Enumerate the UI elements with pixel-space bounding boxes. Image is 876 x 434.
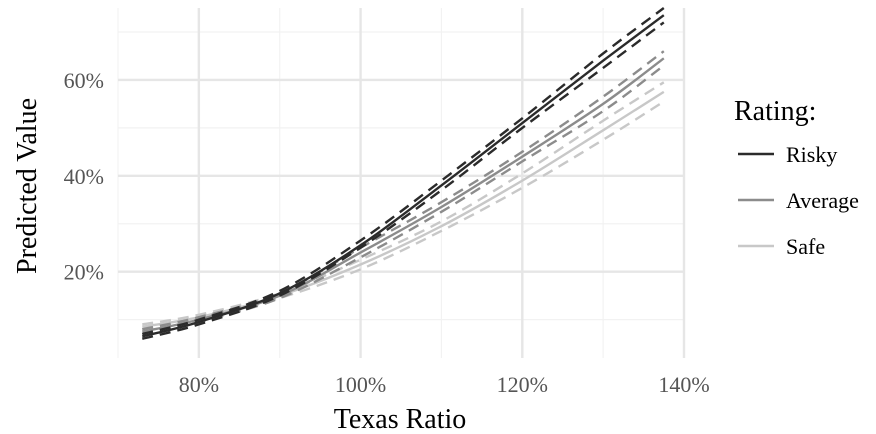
x-tick-label: 140%	[658, 372, 709, 397]
legend-item-average: Average	[738, 188, 859, 213]
series-average	[142, 50, 665, 336]
y-tick-label: 60%	[64, 68, 104, 93]
legend-title: Rating:	[734, 96, 816, 127]
y-tick-label: 20%	[64, 260, 104, 285]
legend-label: Risky	[786, 142, 837, 167]
legend: Rating: Risky Average Safe	[734, 96, 859, 259]
series-risky-upper-bound	[142, 7, 665, 336]
series-risky-lower-bound	[142, 21, 665, 340]
tick-labels: 80% 100% 120% 140% 20% 40% 60%	[64, 68, 710, 397]
x-axis-title: Texas Ratio	[334, 404, 467, 434]
legend-item-safe: Safe	[738, 234, 825, 259]
series-safe	[142, 81, 665, 331]
series-risky-line	[142, 14, 665, 338]
x-tick-label: 80%	[179, 372, 219, 397]
y-tick-label: 40%	[64, 164, 104, 189]
x-tick-label: 100%	[335, 372, 386, 397]
y-axis-title: Predicted Value	[12, 98, 43, 274]
legend-item-risky: Risky	[738, 142, 837, 167]
series-risky	[142, 7, 665, 340]
grid	[117, 8, 686, 358]
series-average-upper-bound	[142, 50, 665, 331]
series-lines	[142, 7, 665, 340]
series-average-lower-bound	[142, 64, 665, 336]
x-tick-label: 120%	[497, 372, 548, 397]
series-average-line	[142, 57, 665, 333]
series-safe-upper-bound	[142, 81, 665, 326]
legend-label: Average	[786, 188, 859, 213]
legend-label: Safe	[786, 234, 825, 259]
